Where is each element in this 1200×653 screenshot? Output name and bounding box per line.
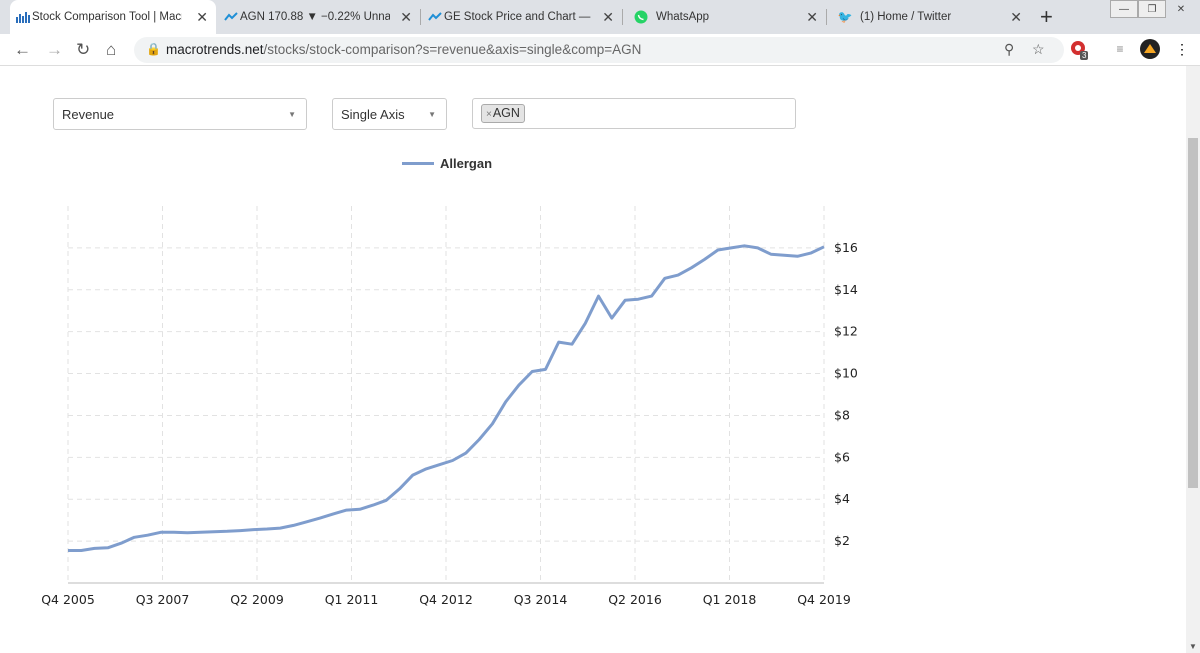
tab-whatsapp[interactable]: WhatsApp ✕	[624, 0, 826, 34]
legend-swatch	[402, 162, 434, 165]
x-tick-label: Q3 2007	[136, 592, 190, 607]
url-text: macrotrends.net/stocks/stock-comparison?…	[166, 42, 642, 57]
y-tick-label: $8	[834, 407, 850, 422]
minimize-button[interactable]: —	[1110, 0, 1138, 18]
close-icon[interactable]: ✕	[400, 9, 412, 25]
tab-title: (1) Home / Twitter	[860, 11, 952, 23]
y-tick-label: $10	[834, 366, 858, 381]
x-tick-label: Q4 2012	[419, 592, 473, 607]
new-tab-button[interactable]: +	[1040, 4, 1053, 29]
y-tick-label: $6	[834, 449, 850, 464]
twitter-icon: 🐦	[837, 10, 853, 24]
ticker-input[interactable]: ×AGN	[472, 98, 796, 129]
whatsapp-icon	[634, 10, 648, 24]
x-tick-label: Q4 2005	[41, 592, 95, 607]
y-tick-label: $4	[834, 491, 850, 506]
zoom-icon[interactable]: ⚲	[1004, 41, 1015, 57]
close-icon[interactable]: ✕	[602, 9, 614, 25]
page-scrollbar[interactable]: ▼	[1186, 66, 1200, 653]
close-icon[interactable]: ✕	[1010, 9, 1022, 25]
tab-separator	[622, 9, 623, 25]
scrollbar-thumb[interactable]	[1188, 138, 1198, 488]
metric-select-value: Revenue	[62, 107, 115, 122]
tab-separator	[826, 9, 827, 25]
ticker-tag: ×AGN	[481, 104, 525, 123]
chevron-down-icon: ▼	[428, 110, 436, 119]
profile-avatar[interactable]	[1140, 39, 1160, 59]
ticker-tag-label: AGN	[492, 106, 520, 120]
x-tick-label: Q3 2014	[514, 592, 568, 607]
scroll-down-icon[interactable]: ▼	[1189, 642, 1197, 651]
tab-stock-comparison[interactable]: Stock Comparison Tool | MacroT ✕	[10, 0, 216, 34]
tab-title: GE Stock Price and Chart — NYS	[444, 11, 594, 23]
tab-title: Stock Comparison Tool | MacroT	[32, 11, 182, 23]
lock-icon: 🔒	[146, 42, 161, 56]
series-line-allergan	[68, 244, 825, 552]
x-tick-label: Q1 2011	[325, 592, 379, 607]
restore-button[interactable]: ❐	[1138, 0, 1166, 18]
extension-badge: 3	[1080, 51, 1089, 60]
y-tick-label: $12	[834, 324, 858, 339]
y-tick-label: $2	[834, 533, 850, 548]
tab-ge[interactable]: GE Stock Price and Chart — NYS ✕	[422, 0, 622, 34]
browser-toolbar: ← → ↻ ⌂ 🔒 macrotrends.net/stocks/stock-c…	[0, 34, 1200, 66]
chevron-down-icon: ▼	[288, 110, 296, 119]
macrotrends-icon	[16, 10, 30, 24]
media-icon[interactable]: ≡	[1116, 42, 1124, 56]
close-icon[interactable]: ✕	[806, 9, 818, 25]
menu-icon[interactable]: ⋮	[1175, 40, 1189, 57]
revenue-line-chart: Q4 2005 Q3 2007 Q2 2009 Q1 2011 Q4 2012 Q3 20…	[41, 206, 858, 607]
tab-strip: Stock Comparison Tool | MacroT ✕ AGN 170…	[0, 0, 1200, 34]
forward-icon[interactable]: →	[46, 40, 63, 59]
x-tick-label: Q2 2016	[608, 592, 662, 607]
stocks-icon	[428, 10, 442, 24]
bookmark-star-icon[interactable]: ☆	[1032, 41, 1045, 57]
y-tick-label: $16	[834, 240, 858, 255]
tag-remove-icon[interactable]: ×	[486, 109, 492, 120]
back-icon[interactable]: ←	[14, 40, 31, 59]
page-content: Revenue ▼ Single Axis ▼ ×AGN Allergan Q4…	[0, 66, 1186, 653]
x-tick-label: Q2 2009	[230, 592, 284, 607]
home-icon[interactable]: ⌂	[106, 40, 117, 59]
tab-title: WhatsApp	[656, 11, 710, 23]
axis-select-value: Single Axis	[341, 107, 405, 122]
y-tick-label: $14	[834, 282, 858, 297]
axis-select[interactable]: Single Axis ▼	[332, 98, 447, 130]
legend-label: Allergan	[440, 156, 493, 171]
x-tick-label: Q1 2018	[703, 592, 757, 607]
chart-legend[interactable]: Allergan	[402, 156, 492, 171]
tab-title: AGN 170.88 ▼ −0.22% Unnam	[240, 11, 390, 23]
tab-agn[interactable]: AGN 170.88 ▼ −0.22% Unnam ✕	[218, 0, 420, 34]
stocks-icon	[224, 10, 238, 24]
close-window-button[interactable]: ✕	[1176, 3, 1186, 15]
extension-icon[interactable]: 3	[1068, 39, 1089, 60]
metric-select[interactable]: Revenue ▼	[53, 98, 307, 130]
reload-icon[interactable]: ↻	[76, 40, 91, 59]
tab-twitter[interactable]: 🐦 (1) Home / Twitter ✕	[828, 0, 1030, 34]
address-bar[interactable]: 🔒 macrotrends.net/stocks/stock-compariso…	[134, 37, 1064, 63]
tab-separator	[420, 9, 421, 25]
close-icon[interactable]: ✕	[196, 9, 208, 25]
x-tick-label: Q4 2019	[797, 592, 851, 607]
